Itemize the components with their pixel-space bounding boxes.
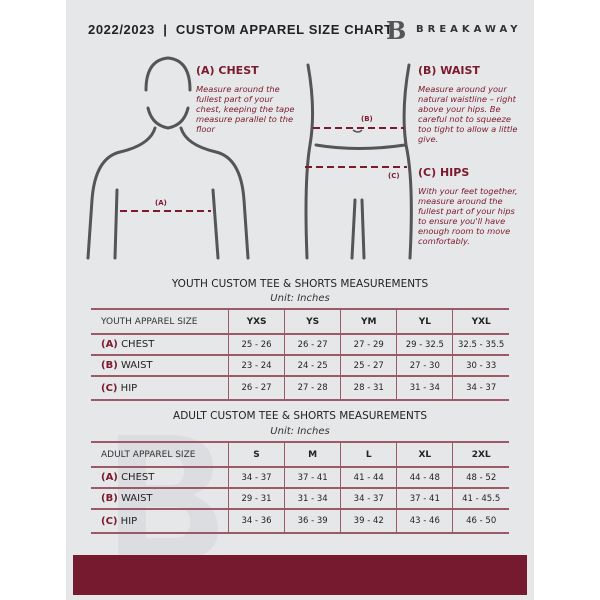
brand-name: BREAKAWAY xyxy=(416,24,522,35)
size-header: XL xyxy=(396,441,453,468)
row-label: (C) HIP xyxy=(91,509,229,534)
header-label: YOUTH APPAREL SIZE xyxy=(91,308,229,335)
cell: 34 - 37 xyxy=(340,488,397,510)
cell: 43 - 46 xyxy=(396,509,453,534)
cell: 34 - 37 xyxy=(452,376,509,401)
row-name: CHEST xyxy=(121,472,155,483)
table-row: (C) HIP 34 - 36 36 - 39 39 - 42 43 - 46 46 -… xyxy=(91,509,509,534)
waist-description: Measure around your natural waistline – … xyxy=(418,84,518,144)
size-header: 2XL xyxy=(452,441,509,468)
waist-marker: (B) xyxy=(361,115,373,123)
table-row: (B) WAIST 23 - 24 24 - 25 25 - 27 27 - 30 30… xyxy=(91,355,509,377)
row-letter: (C) xyxy=(101,382,118,394)
torso-outline xyxy=(304,63,413,260)
adult-section-title: ADULT CUSTOM TEE & SHORTS MEASUREMENTS xyxy=(173,410,427,422)
cell: 29 - 31 xyxy=(227,488,285,510)
size-header: M xyxy=(284,441,341,468)
chest-marker: (A) xyxy=(155,199,167,207)
cell: 31 - 34 xyxy=(284,488,341,510)
table-row: (A) CHEST 25 - 26 26 - 27 27 - 29 29 - 32.5… xyxy=(91,334,509,356)
cell: 26 - 27 xyxy=(284,334,341,356)
row-label: (A) CHEST xyxy=(91,467,229,489)
cell: 41 - 45.5 xyxy=(452,488,509,510)
size-header: YM xyxy=(340,308,397,335)
row-name: WAIST xyxy=(120,360,153,371)
cell: 27 - 30 xyxy=(396,355,453,377)
youth-unit: Unit: Inches xyxy=(270,293,330,304)
row-letter: (A) xyxy=(101,339,118,350)
table-row: (C) HIP 26 - 27 27 - 28 28 - 31 31 - 34 34 -… xyxy=(91,376,509,401)
row-label: (C) HIP xyxy=(91,376,229,401)
size-header: L xyxy=(340,441,397,468)
hips-heading: (C) HIPS xyxy=(418,166,470,179)
navel xyxy=(352,129,363,133)
row-letter: (B) xyxy=(101,493,118,504)
cell: 30 - 33 xyxy=(452,355,509,377)
table-row: (B) WAIST 29 - 31 31 - 34 34 - 37 37 - 41 41… xyxy=(91,488,509,510)
chest-heading: (A) CHEST xyxy=(196,64,259,77)
adult-size-table: ADULT APPAREL SIZE S M L XL 2XL (A) CHES… xyxy=(91,441,509,534)
size-header: YXL xyxy=(452,308,509,335)
body-illustrations xyxy=(86,56,413,260)
cell: 36 - 39 xyxy=(284,509,341,534)
row-label: (B) WAIST xyxy=(91,488,229,510)
table-header-row: YOUTH APPAREL SIZE YXS YS YM YL YXL xyxy=(91,308,509,335)
cell: 29 - 32.5 xyxy=(396,334,453,356)
row-name: HIP xyxy=(120,515,138,527)
header-label: ADULT APPAREL SIZE xyxy=(91,441,229,468)
hips-description: With your feet together, measure around … xyxy=(418,186,518,246)
cell: 37 - 41 xyxy=(396,488,453,510)
cell: 24 - 25 xyxy=(284,355,341,377)
size-header: YS xyxy=(284,308,341,335)
cell: 48 - 52 xyxy=(452,467,509,489)
cell: 32.5 - 35.5 xyxy=(452,334,509,356)
chest-description: Measure around the fullest part of your … xyxy=(196,84,295,134)
size-header: YL xyxy=(396,308,453,335)
page-title: 2022/2023 | CUSTOM APPAREL SIZE CHART xyxy=(88,22,393,37)
row-label: (A) CHEST xyxy=(91,334,229,356)
size-header: YXS xyxy=(227,308,285,335)
arms-outline xyxy=(113,188,220,260)
cell: 31 - 34 xyxy=(396,376,453,401)
cell: 34 - 36 xyxy=(227,509,285,534)
size-header: S xyxy=(227,441,285,468)
cell: 23 - 24 xyxy=(227,355,285,377)
cell: 26 - 27 xyxy=(227,376,285,401)
cell: 44 - 48 xyxy=(396,467,453,489)
cell: 39 - 42 xyxy=(340,509,397,534)
shoulders-outline xyxy=(86,126,250,260)
youth-size-table: YOUTH APPAREL SIZE YXS YS YM YL YXL (A) … xyxy=(91,308,509,401)
table-header-row: ADULT APPAREL SIZE S M L XL 2XL xyxy=(91,441,509,468)
cell: 25 - 27 xyxy=(340,355,397,377)
cell: 25 - 26 xyxy=(227,334,285,356)
footer-band xyxy=(73,555,527,595)
row-name: CHEST xyxy=(121,339,155,350)
cell: 37 - 41 xyxy=(284,467,341,489)
row-name: HIP xyxy=(120,382,138,394)
cell: 28 - 31 xyxy=(340,376,397,401)
row-letter: (C) xyxy=(101,515,118,527)
row-name: WAIST xyxy=(120,493,153,504)
youth-section-title: YOUTH CUSTOM TEE & SHORTS MEASUREMENTS xyxy=(171,278,429,290)
row-letter: (A) xyxy=(101,472,118,483)
cell: 46 - 50 xyxy=(452,509,509,534)
adult-unit: Unit: Inches xyxy=(270,426,330,437)
brand-logo-icon: B xyxy=(386,16,407,45)
row-label: (B) WAIST xyxy=(91,355,229,377)
cell: 41 - 44 xyxy=(340,467,397,489)
cell: 27 - 28 xyxy=(284,376,341,401)
hip-marker: (C) xyxy=(388,172,400,180)
table-row: (A) CHEST 34 - 37 37 - 41 41 - 44 44 - 48 48… xyxy=(91,467,509,489)
waist-heading: (B) WAIST xyxy=(418,64,480,77)
cell: 27 - 29 xyxy=(340,334,397,356)
cell: 34 - 37 xyxy=(227,467,285,489)
row-letter: (B) xyxy=(101,360,118,371)
head-outline xyxy=(144,56,192,130)
